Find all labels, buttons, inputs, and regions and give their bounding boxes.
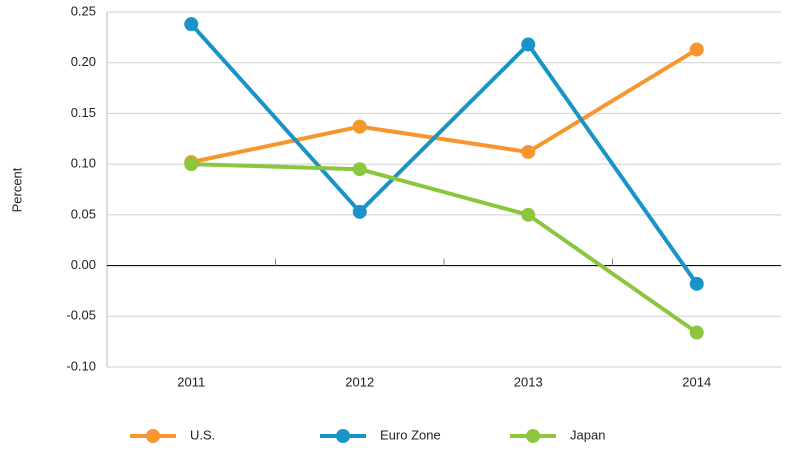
y-tick-label: 0.00 [71, 257, 96, 272]
series-line [190, 47, 698, 165]
series-line [191, 162, 698, 335]
x-tick-label: 2011 [177, 374, 205, 389]
data-point [689, 276, 704, 291]
y-tick-label: -0.05 [66, 308, 96, 323]
x-tick-label: 2014 [682, 374, 711, 389]
data-point [184, 157, 199, 172]
legend-marker [146, 429, 160, 443]
legend-label: Euro Zone [380, 427, 441, 442]
y-axis-label: Percent [9, 167, 24, 212]
y-tick-label: 0.10 [71, 156, 96, 171]
data-point [521, 144, 536, 159]
data-point [352, 119, 367, 134]
legend-marker [336, 429, 350, 443]
data-point [184, 17, 199, 32]
legend-marker [526, 429, 540, 443]
x-tick-label: 2012 [345, 374, 374, 389]
y-tick-label: -0.10 [66, 358, 96, 373]
data-point [521, 37, 536, 52]
y-tick-label: 0.15 [71, 105, 96, 120]
legend-label: Japan [570, 427, 605, 442]
data-point [352, 204, 367, 219]
y-tick-label: 0.05 [71, 206, 96, 221]
x-tick-label: 2013 [514, 374, 543, 389]
series-line [189, 22, 699, 285]
y-tick-label: 0.25 [71, 3, 96, 18]
data-point [352, 162, 367, 177]
data-point [689, 325, 704, 340]
y-tick-label: 0.20 [71, 54, 96, 69]
data-point [521, 207, 536, 222]
data-point [689, 42, 704, 57]
legend-label: U.S. [190, 427, 215, 442]
